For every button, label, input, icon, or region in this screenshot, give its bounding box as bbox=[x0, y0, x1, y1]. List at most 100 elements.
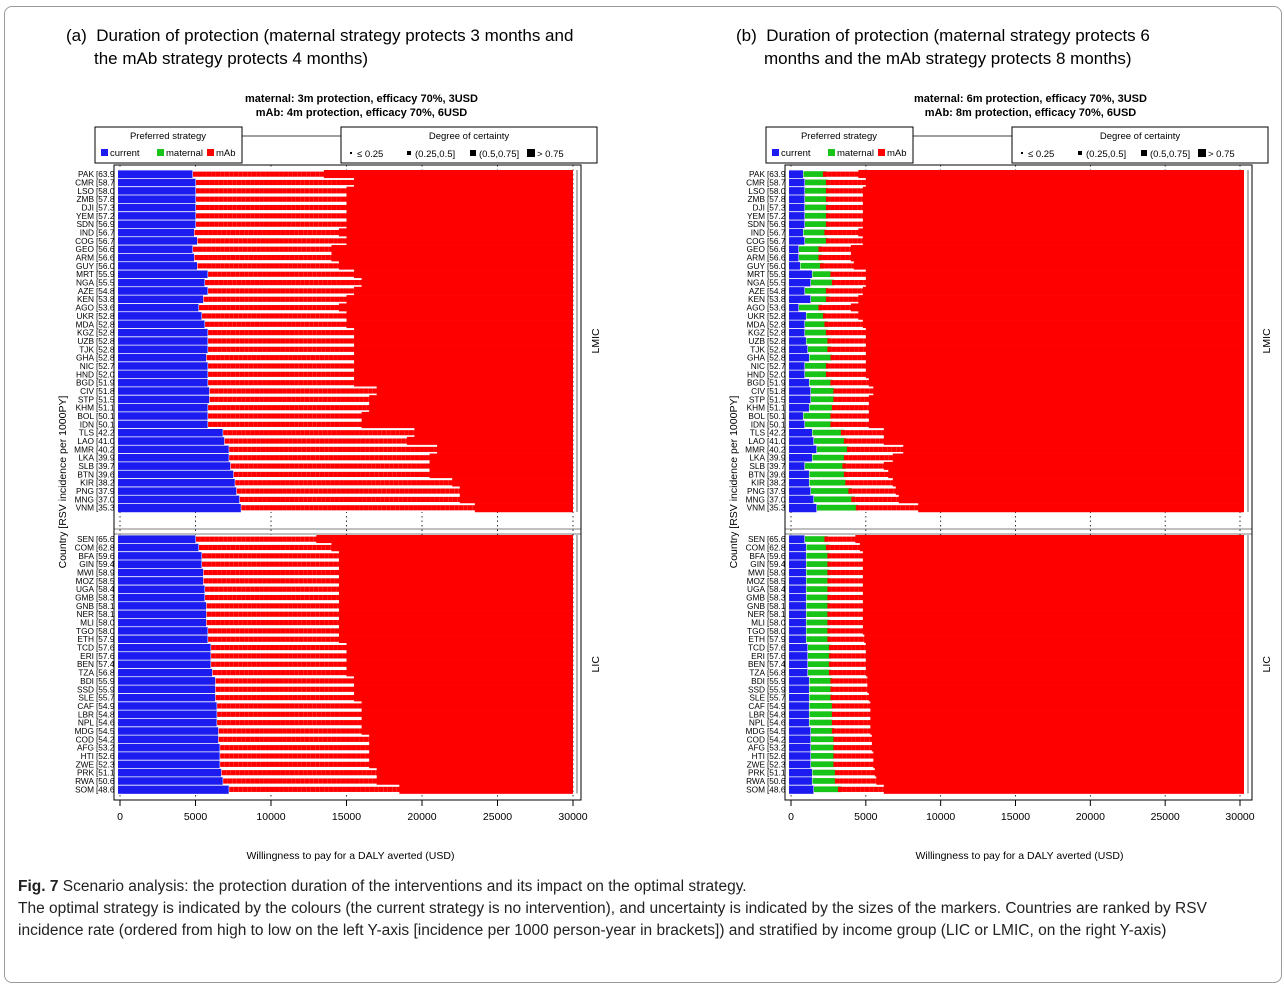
marker-mab-uncertain bbox=[226, 413, 231, 419]
marker-mab-uncertain bbox=[266, 296, 272, 302]
row-mrt: MRT [55.9 bbox=[76, 269, 573, 279]
marker-mab-uncertain bbox=[330, 305, 335, 311]
marker-mab-uncertain bbox=[328, 653, 334, 659]
marker-maternal bbox=[812, 304, 818, 311]
marker-maternal bbox=[824, 619, 830, 626]
marker-mab-uncertain bbox=[283, 661, 289, 667]
marker-mab-uncertain bbox=[256, 446, 261, 452]
marker-mab-uncertain bbox=[830, 686, 835, 692]
marker-mab-uncertain bbox=[309, 388, 314, 394]
marker-mab-uncertain bbox=[839, 213, 844, 219]
marker-mab-uncertain bbox=[327, 280, 332, 286]
marker-mab-uncertain bbox=[250, 728, 255, 734]
marker-mab-uncertain bbox=[354, 778, 360, 784]
marker-mab-uncertain bbox=[277, 213, 283, 219]
marker-mab-uncertain bbox=[867, 480, 873, 486]
marker-mab-uncertain bbox=[208, 544, 213, 551]
marker-mab-uncertain bbox=[858, 346, 864, 352]
marker-mab-uncertain bbox=[848, 371, 853, 377]
marker-mab-uncertain bbox=[434, 480, 440, 486]
marker-mab-uncertain bbox=[307, 703, 313, 709]
x-tick-label: 30000 bbox=[1225, 811, 1254, 823]
marker-mab-uncertain bbox=[345, 280, 350, 286]
incidence-value: [59.6 bbox=[767, 551, 786, 561]
marker-mab-uncertain bbox=[217, 371, 222, 377]
marker-mab-uncertain bbox=[836, 586, 841, 592]
marker-mab-uncertain bbox=[884, 488, 889, 494]
marker-mab-uncertain bbox=[226, 405, 231, 411]
marker-maternal bbox=[810, 594, 816, 601]
marker-mab-uncertain bbox=[875, 455, 880, 461]
marker-maternal bbox=[819, 728, 825, 734]
marker-mab-uncertain bbox=[318, 280, 323, 286]
marker-maternal bbox=[798, 304, 804, 311]
marker-mab-uncertain bbox=[830, 678, 835, 684]
marker-mab-uncertain bbox=[232, 388, 237, 394]
bar-current bbox=[789, 328, 805, 338]
bar-mab bbox=[361, 710, 573, 719]
marker-maternal bbox=[825, 271, 831, 278]
marker-mab-uncertain bbox=[343, 380, 349, 386]
marker-mab-uncertain bbox=[861, 438, 867, 444]
bar-mab bbox=[865, 336, 1244, 346]
marker-mab-uncertain bbox=[366, 405, 372, 411]
marker-mab-uncertain bbox=[334, 636, 340, 642]
marker-mab-uncertain bbox=[289, 338, 295, 344]
marker-mab-uncertain bbox=[319, 171, 325, 177]
marker-mab-uncertain bbox=[218, 280, 224, 286]
country-code: COG bbox=[75, 236, 94, 246]
marker-mab-uncertain bbox=[836, 628, 841, 634]
bar-current bbox=[789, 668, 808, 678]
marker-mab-uncertain bbox=[328, 561, 334, 567]
marker-mab-uncertain bbox=[241, 179, 246, 186]
marker-mab-uncertain bbox=[208, 628, 213, 634]
marker-mab-uncertain bbox=[254, 221, 260, 227]
marker-mab-uncertain bbox=[233, 786, 239, 792]
marker-mab-uncertain bbox=[840, 430, 846, 436]
marker-mab-uncertain bbox=[203, 578, 209, 584]
incidence-value: [55.9 bbox=[767, 269, 786, 279]
marker-mab-uncertain bbox=[248, 305, 254, 311]
bar-mab bbox=[323, 170, 573, 179]
marker-mab-uncertain bbox=[309, 280, 314, 286]
incidence-value: [65.6 bbox=[96, 534, 115, 544]
marker-mab-uncertain bbox=[214, 213, 219, 219]
marker-mab-uncertain bbox=[256, 786, 261, 792]
marker-mab-uncertain bbox=[218, 213, 224, 219]
marker-mab-uncertain bbox=[322, 188, 328, 194]
marker-mab-uncertain bbox=[218, 586, 224, 592]
bar-current bbox=[118, 693, 216, 703]
marker-mab-uncertain bbox=[845, 280, 850, 286]
marker-mab-uncertain bbox=[280, 670, 286, 676]
marker-maternal bbox=[813, 711, 819, 718]
marker-mab-uncertain bbox=[414, 455, 420, 461]
marker-mab-uncertain bbox=[869, 786, 874, 792]
bar-mab bbox=[867, 685, 1244, 694]
marker-mab-uncertain bbox=[266, 305, 272, 311]
marker-mab-uncertain bbox=[238, 620, 243, 626]
marker-mab-uncertain bbox=[846, 761, 852, 767]
incidence-value: [39.9 bbox=[96, 453, 115, 463]
legend-certainty-marker-0 bbox=[350, 152, 352, 154]
bar-mab bbox=[338, 303, 573, 313]
bar-mab bbox=[870, 726, 1244, 736]
marker-mab-uncertain bbox=[289, 670, 295, 676]
marker-mab-uncertain bbox=[248, 296, 254, 302]
marker-mab-uncertain bbox=[214, 536, 219, 542]
marker-maternal bbox=[815, 753, 821, 759]
marker-mab-uncertain bbox=[245, 586, 251, 592]
bar-mab bbox=[862, 593, 1244, 603]
marker-mab-uncertain bbox=[857, 471, 862, 477]
row-ssd: SSD [55.9 bbox=[748, 684, 1244, 694]
marker-mab-uncertain bbox=[271, 346, 276, 352]
marker-mab-uncertain bbox=[244, 405, 249, 411]
marker-mab-uncertain bbox=[325, 338, 331, 344]
marker-mab-uncertain bbox=[256, 561, 261, 567]
marker-mab-uncertain bbox=[220, 246, 225, 252]
marker-mab-uncertain bbox=[842, 263, 847, 269]
marker-mab-uncertain bbox=[328, 238, 334, 244]
marker-mab-uncertain bbox=[849, 553, 855, 559]
marker-mab-uncertain bbox=[263, 179, 269, 186]
marker-mab-uncertain bbox=[851, 653, 856, 659]
marker-mab-uncertain bbox=[357, 413, 363, 419]
